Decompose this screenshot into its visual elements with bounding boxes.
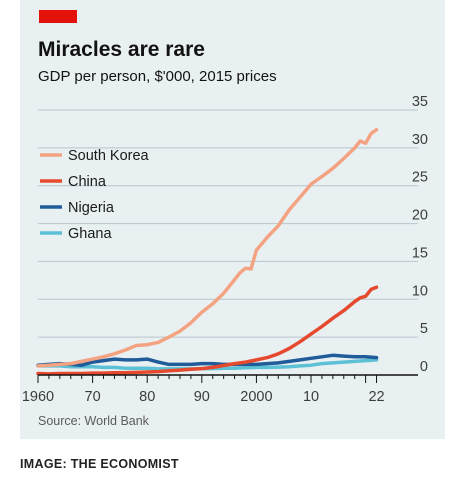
chart-card: Miracles are rare GDP per person, $'000,…: [20, 0, 445, 439]
legend-label-china: China: [68, 174, 107, 190]
image-caption: IMAGE: THE ECONOMIST: [20, 457, 179, 471]
x-tick-label-2010: 10: [303, 389, 319, 405]
y-tick-label-10: 10: [412, 283, 428, 299]
x-tick-label-2022: 22: [368, 389, 384, 405]
y-tick-label-0: 0: [420, 359, 428, 375]
x-tick-label-1970: 70: [85, 389, 101, 405]
x-tick-label-1990: 90: [194, 389, 210, 405]
x-tick-label-1980: 80: [139, 389, 155, 405]
y-tick-label-15: 15: [412, 245, 428, 261]
legend-label-ghana: Ghana: [68, 226, 112, 242]
chart-title: Miracles are rare: [38, 38, 205, 61]
x-tick-label-2000: 2000: [240, 389, 272, 405]
legend-label-nigeria: Nigeria: [68, 200, 115, 216]
y-tick-label-5: 5: [420, 321, 428, 337]
y-tick-label-25: 25: [412, 170, 428, 186]
y-tick-label-30: 30: [412, 132, 428, 148]
series-line-south-korea: [36, 127, 379, 368]
series-line-china: [36, 285, 379, 376]
y-tick-label-35: 35: [412, 94, 428, 110]
chart-source: Source: World Bank: [38, 414, 149, 428]
chart-subtitle: GDP per person, $'000, 2015 prices: [38, 68, 277, 85]
line-chart: 0 5 10 15 20 25 30 35 1960 70 80 90 2000 10 22 South Ko…: [22, 94, 428, 405]
x-tick-label-1960: 1960: [22, 389, 54, 405]
economist-red-tag: [39, 10, 77, 23]
series-line-nigeria: [36, 353, 379, 367]
y-tick-label-20: 20: [412, 208, 428, 224]
legend-label-south-korea: South Korea: [68, 148, 150, 164]
